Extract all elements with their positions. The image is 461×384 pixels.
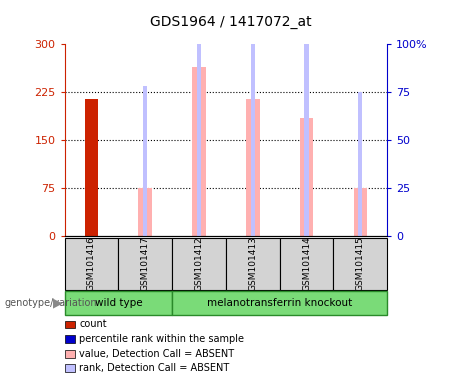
Text: GSM101412: GSM101412 xyxy=(195,237,203,291)
Text: GSM101414: GSM101414 xyxy=(302,237,311,291)
Bar xyxy=(172,291,387,316)
Bar xyxy=(246,99,260,236)
Text: count: count xyxy=(79,319,107,329)
Bar xyxy=(172,238,226,290)
Text: melanotransferrin knockout: melanotransferrin knockout xyxy=(207,298,352,308)
Text: wild type: wild type xyxy=(95,298,142,308)
Bar xyxy=(251,0,255,236)
Bar xyxy=(85,99,98,236)
Bar xyxy=(138,188,152,236)
Bar xyxy=(333,238,387,290)
Bar xyxy=(65,238,118,290)
Text: GDS1964 / 1417072_at: GDS1964 / 1417072_at xyxy=(150,15,311,29)
Text: GSM101413: GSM101413 xyxy=(248,237,257,291)
Bar xyxy=(280,238,333,290)
Bar xyxy=(143,86,148,236)
Text: rank, Detection Call = ABSENT: rank, Detection Call = ABSENT xyxy=(79,363,230,373)
Bar xyxy=(65,291,172,316)
Text: ▶: ▶ xyxy=(53,297,62,310)
Text: GSM101416: GSM101416 xyxy=(87,237,96,291)
Bar xyxy=(226,238,280,290)
Bar xyxy=(300,118,313,236)
Bar xyxy=(192,66,206,236)
Text: GSM101417: GSM101417 xyxy=(141,237,150,291)
Bar xyxy=(354,188,367,236)
Bar xyxy=(358,92,362,236)
Bar xyxy=(118,238,172,290)
Text: genotype/variation: genotype/variation xyxy=(5,298,97,308)
Bar xyxy=(304,0,309,236)
Text: value, Detection Call = ABSENT: value, Detection Call = ABSENT xyxy=(79,349,234,359)
Bar xyxy=(197,0,201,236)
Text: percentile rank within the sample: percentile rank within the sample xyxy=(79,334,244,344)
Text: GSM101415: GSM101415 xyxy=(356,237,365,291)
